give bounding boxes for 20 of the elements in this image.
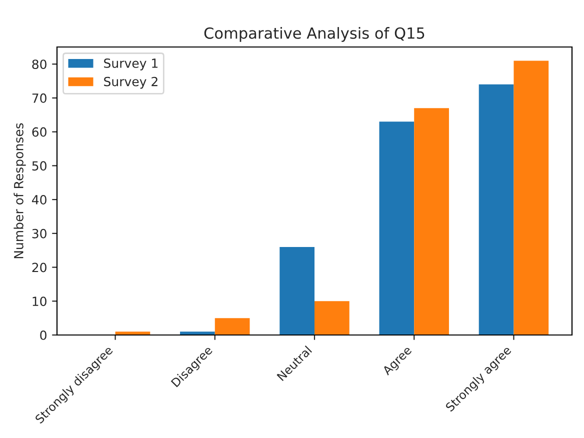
y-tick-label: 40 [32, 195, 46, 204]
y-tick-label: 50 [32, 161, 46, 171]
legend-label: Survey 2 [104, 76, 158, 89]
y-tick-label: 30 [32, 228, 46, 238]
bar [214, 318, 250, 335]
bar [514, 60, 549, 335]
bar [379, 122, 414, 335]
y-tick-label: 20 [32, 262, 46, 272]
bar [414, 108, 449, 335]
y-tick-label: 60 [32, 127, 46, 137]
chart-title: Comparative Analysis of Q15 [204, 27, 424, 42]
bar [280, 246, 314, 335]
y-tick-label: 70 [32, 93, 46, 103]
y-tick-label: 80 [32, 60, 46, 70]
y-tick-label: 0 [40, 330, 46, 340]
legend-label: Survey 1 [104, 58, 158, 70]
bar [478, 84, 514, 335]
y-axis-title: Number of Responses [14, 123, 26, 258]
y-tick-label: 10 [32, 296, 46, 306]
bar [314, 301, 350, 335]
